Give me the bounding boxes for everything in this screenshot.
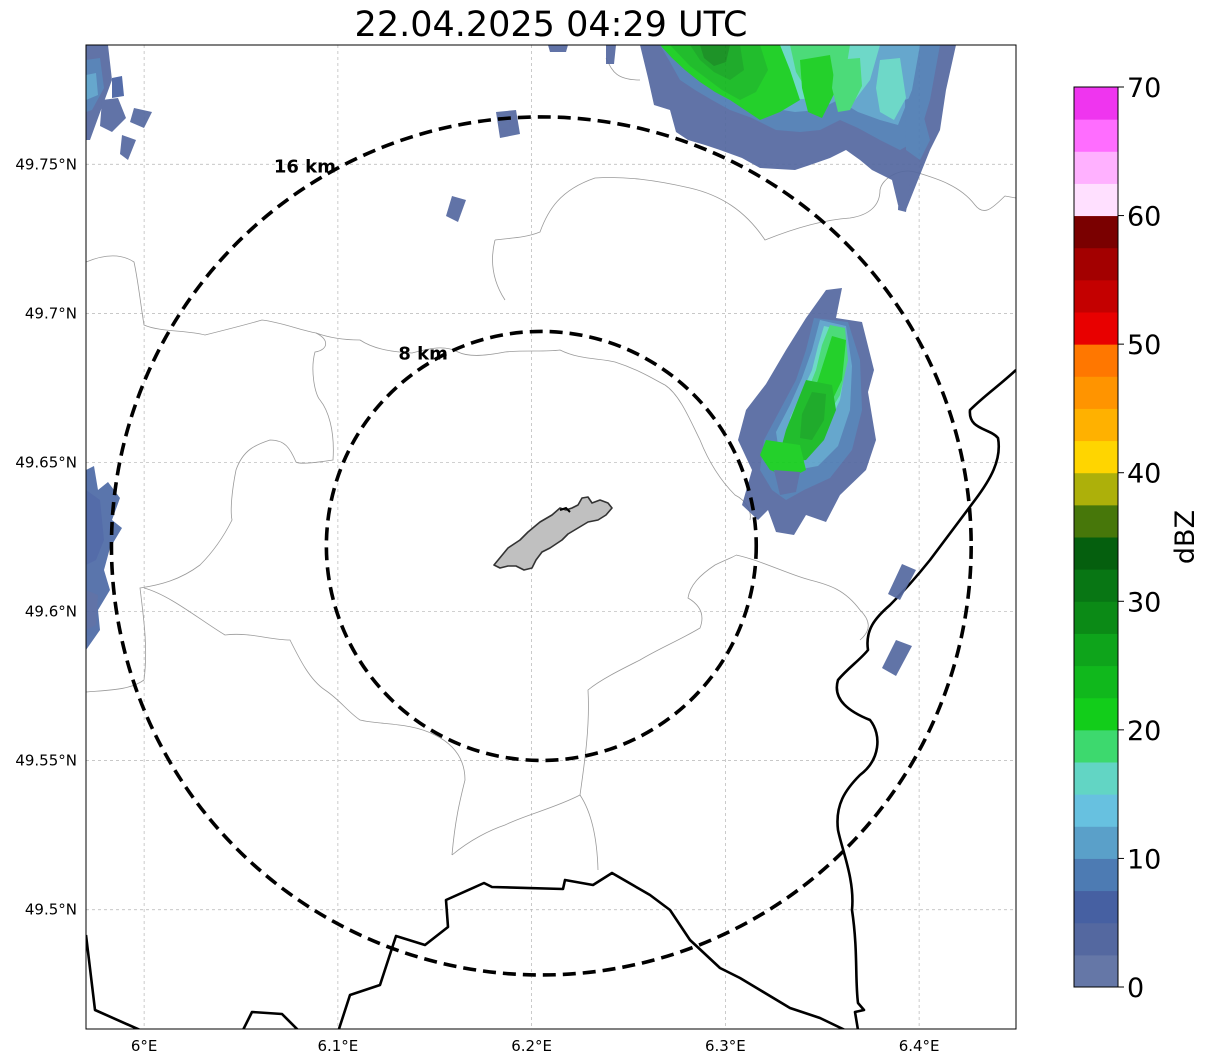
map-title: 22.04.2025 04:29 UTC — [354, 5, 748, 45]
colorbar-bin — [1074, 183, 1118, 217]
range-ring — [109, 115, 973, 977]
radar-map: 8 km 16 km — [86, 45, 1016, 1029]
colorbar-tick-label: 40 — [1127, 459, 1161, 490]
colorbar-bin — [1074, 247, 1118, 281]
echo-cell-east-1 — [888, 564, 916, 600]
colorbar-tick-label: 50 — [1127, 330, 1161, 361]
admin-boundaries — [86, 57, 1016, 871]
colorbar-tick-label: 20 — [1127, 716, 1161, 747]
axis-ticks: 6°E 6.1°E 6.2°E 6.3°E 6.4°E 49.5°N 49.55°N 49.6… — [15, 155, 939, 1055]
lat-tick-label: 49.55°N — [15, 752, 77, 770]
colorbar-bin — [1074, 440, 1118, 474]
echo-cell-east-2 — [882, 640, 912, 676]
lat-tick-label: 49.65°N — [15, 453, 77, 471]
colorbar-bin — [1074, 537, 1118, 570]
colorbar-tick-label: 30 — [1127, 587, 1161, 618]
colorbar-bin — [1074, 344, 1118, 377]
range-rings: 8 km 16 km — [109, 115, 973, 977]
colorbar-bin — [1074, 697, 1118, 731]
colorbar-bin — [1074, 408, 1118, 442]
lon-tick-label: 6.1°E — [317, 1037, 358, 1055]
echo-cell-north-3 — [548, 45, 568, 52]
colorbar-bin — [1074, 858, 1118, 892]
colorbar-tick-label: 10 — [1127, 844, 1161, 875]
lon-tick-label: 6.3°E — [705, 1037, 746, 1055]
colorbar-bin — [1074, 922, 1118, 956]
town-outline — [493, 496, 613, 571]
lat-tick-label: 49.7°N — [25, 304, 77, 322]
colorbar-label: dBZ — [1170, 510, 1201, 564]
colorbar-bin — [1074, 601, 1118, 634]
range-ring-label: 8 km — [398, 343, 448, 364]
colorbar-bin — [1074, 279, 1118, 313]
colorbar-bin — [1074, 504, 1118, 538]
lat-tick-label: 49.6°N — [25, 603, 77, 621]
map-frame — [85, 44, 1017, 1030]
colorbar-bin — [1074, 665, 1118, 699]
colorbar-bin — [1074, 633, 1118, 667]
colorbar-bin — [1074, 151, 1118, 184]
lat-tick-label: 49.5°N — [25, 901, 77, 919]
echo-cell-north-2 — [446, 196, 466, 222]
colorbar-bin — [1074, 729, 1118, 763]
range-ring — [324, 329, 759, 763]
colorbar-bin — [1074, 762, 1118, 795]
colorbar-bin — [1074, 569, 1118, 602]
colorbar-bin — [1074, 312, 1118, 345]
echo-cell-north — [496, 110, 520, 138]
lon-tick-label: 6°E — [131, 1037, 158, 1055]
lat-tick-label: 49.75°N — [15, 155, 77, 173]
colorbar: 0 10 20 30 40 50 60 70 dBZ — [1073, 73, 1201, 1004]
radar-echoes — [86, 45, 956, 676]
colorbar-tick-label: 0 — [1127, 973, 1144, 1004]
colorbar-bin — [1074, 376, 1118, 409]
colorbar-bin — [1074, 890, 1118, 924]
colorbar-bin — [1074, 87, 1118, 120]
colorbar-bin — [1074, 215, 1118, 249]
colorbar-bin — [1074, 119, 1118, 152]
lon-tick-label: 6.2°E — [511, 1037, 552, 1055]
echo-cluster-northwest — [86, 45, 152, 160]
echo-cluster-east — [738, 288, 876, 535]
echo-cell-north-4 — [606, 45, 616, 64]
colorbar-tick-label: 60 — [1127, 202, 1161, 233]
lon-tick-label: 6.4°E — [899, 1037, 940, 1055]
colorbar-bin — [1074, 472, 1118, 506]
national-borders — [86, 369, 1016, 1029]
range-ring-label: 16 km — [274, 157, 336, 178]
colorbar-frame — [1073, 86, 1119, 988]
colorbar-bin — [1074, 826, 1118, 859]
colorbar-bin — [1074, 954, 1118, 988]
echo-cluster-northeast — [640, 45, 956, 212]
colorbar-bin — [1074, 794, 1118, 827]
colorbar-tick-label: 70 — [1127, 73, 1161, 104]
